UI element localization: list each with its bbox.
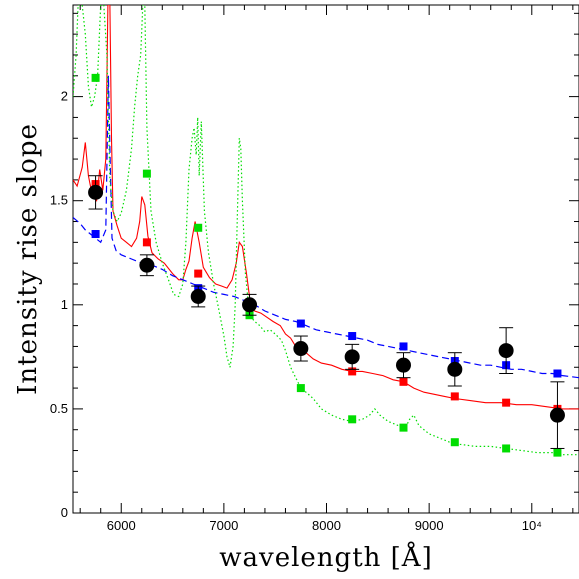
- model-point-solid: [142, 238, 151, 247]
- x-axis-title: wavelength [Å]: [219, 541, 432, 573]
- model-point-dotted: [142, 169, 151, 178]
- model-point-dotted: [399, 423, 408, 432]
- observed-point: [447, 361, 463, 377]
- y-tick-label: 1: [61, 297, 68, 312]
- model-point-dashed: [553, 369, 562, 378]
- observed-point: [395, 357, 411, 373]
- x-tick-label: 6000: [107, 518, 136, 533]
- model-point-dashed: [348, 332, 357, 341]
- model-point-solid: [399, 377, 408, 386]
- model-points: [91, 73, 562, 457]
- model-point-dotted: [502, 444, 511, 453]
- y-axis-title: Intensity rise slope: [13, 123, 43, 395]
- tick-labels: 6000 7000 8000 9000 10⁴ 0 0.5 1 1.5 2: [50, 89, 542, 533]
- model-point-dotted: [91, 73, 100, 82]
- observed-point: [498, 343, 514, 359]
- x-tick-label: 7000: [209, 518, 238, 533]
- curve-dotted: [73, 5, 579, 456]
- model-point-solid: [502, 398, 511, 407]
- model-point-dotted: [194, 223, 203, 232]
- model-point-solid: [194, 269, 203, 278]
- observed-points: [88, 175, 565, 449]
- plot-frame: [72, 4, 579, 514]
- y-tick-label: 2: [61, 89, 68, 104]
- model-point-dashed: [399, 342, 408, 351]
- observed-point: [88, 184, 104, 200]
- y-tick-label: 0: [61, 505, 68, 520]
- model-point-solid: [348, 367, 357, 376]
- observed-point: [139, 257, 155, 273]
- y-tick-label: 1.5: [50, 193, 68, 208]
- x-tick-label: 9000: [415, 518, 444, 533]
- observed-point: [190, 288, 206, 304]
- observed-point: [344, 349, 360, 365]
- curve-dashed: [73, 75, 579, 379]
- model-point-dotted: [296, 384, 305, 393]
- model-point-dashed: [296, 319, 305, 328]
- model-point-dotted: [450, 438, 459, 447]
- model-point-dotted: [553, 448, 562, 457]
- model-point-solid: [450, 392, 459, 401]
- x-tick-label: 8000: [312, 518, 341, 533]
- model-point-dashed: [91, 230, 100, 239]
- model-point-dotted: [348, 415, 357, 424]
- y-tick-label: 0.5: [50, 401, 68, 416]
- model-curves: [73, 5, 579, 456]
- axis-ticks: [73, 5, 579, 514]
- observed-point: [242, 297, 258, 313]
- x-tick-label: 10⁴: [522, 518, 542, 533]
- observed-point: [549, 407, 565, 423]
- observed-point: [293, 341, 309, 357]
